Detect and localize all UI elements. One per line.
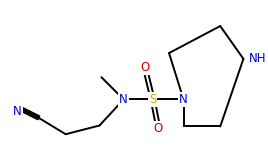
Text: O: O bbox=[140, 61, 150, 74]
Text: O: O bbox=[154, 122, 163, 135]
Text: S: S bbox=[149, 93, 156, 106]
Text: N: N bbox=[179, 93, 188, 106]
Text: N: N bbox=[119, 93, 128, 106]
Text: NH: NH bbox=[249, 52, 267, 65]
Text: N: N bbox=[13, 105, 22, 118]
